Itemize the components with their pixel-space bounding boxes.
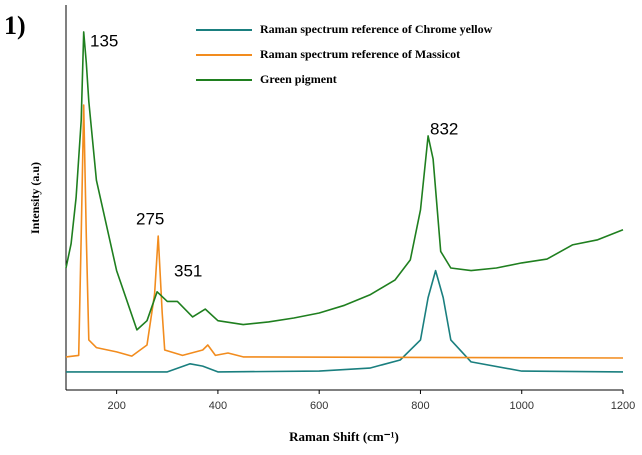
x-tick-label: 1200 bbox=[611, 400, 635, 412]
x-tick-label: 800 bbox=[411, 400, 429, 412]
x-tick-label: 200 bbox=[107, 400, 125, 412]
legend-label: Raman spectrum reference of Chrome yello… bbox=[260, 22, 493, 36]
peak-label: 135 bbox=[90, 31, 118, 50]
spectrum-line bbox=[66, 269, 624, 373]
x-axis-label: Raman Shift (cm⁻¹) bbox=[289, 429, 399, 444]
y-axis-label: Intensity (a.u) bbox=[28, 162, 42, 234]
x-tick-label: 600 bbox=[310, 400, 328, 412]
legend-label: Raman spectrum reference of Massicot bbox=[260, 47, 460, 61]
spectrum-line bbox=[65, 104, 624, 359]
peak-label: 832 bbox=[430, 119, 458, 138]
panel-label: 1) bbox=[4, 11, 26, 40]
x-tick-label: 1000 bbox=[509, 400, 533, 412]
spectrum-line bbox=[65, 31, 624, 331]
x-tick-label: 400 bbox=[209, 400, 227, 412]
legend-label: Green pigment bbox=[260, 72, 337, 86]
peak-label: 351 bbox=[174, 261, 202, 280]
peak-label: 275 bbox=[136, 209, 164, 228]
